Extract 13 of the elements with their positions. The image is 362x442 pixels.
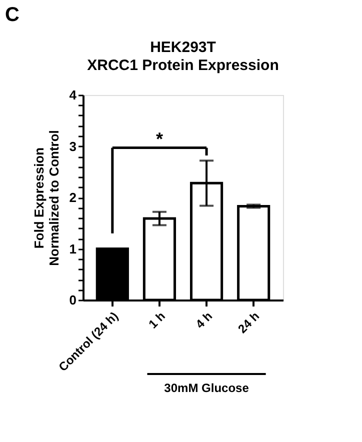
- chart-title: HEK293T XRCC1 Protein Expression: [87, 39, 279, 74]
- annotation: *: [156, 129, 163, 150]
- x-tick-label: 1 h: [146, 309, 168, 332]
- x-tick-label: 4 h: [192, 309, 216, 332]
- x-tick-label: 24 h: [235, 309, 262, 336]
- text: C: [5, 4, 20, 26]
- y-tick-label: 0: [69, 292, 76, 308]
- y-tick-label: 3: [69, 138, 76, 154]
- y-tick-label: 1: [69, 241, 76, 256]
- y-tick-label: 2: [69, 190, 76, 205]
- text: 30mM Glucose: [164, 381, 250, 395]
- y-axis-title: Fold Expression Normalized to Control: [31, 130, 62, 266]
- y-tick-label: 4: [69, 88, 78, 102]
